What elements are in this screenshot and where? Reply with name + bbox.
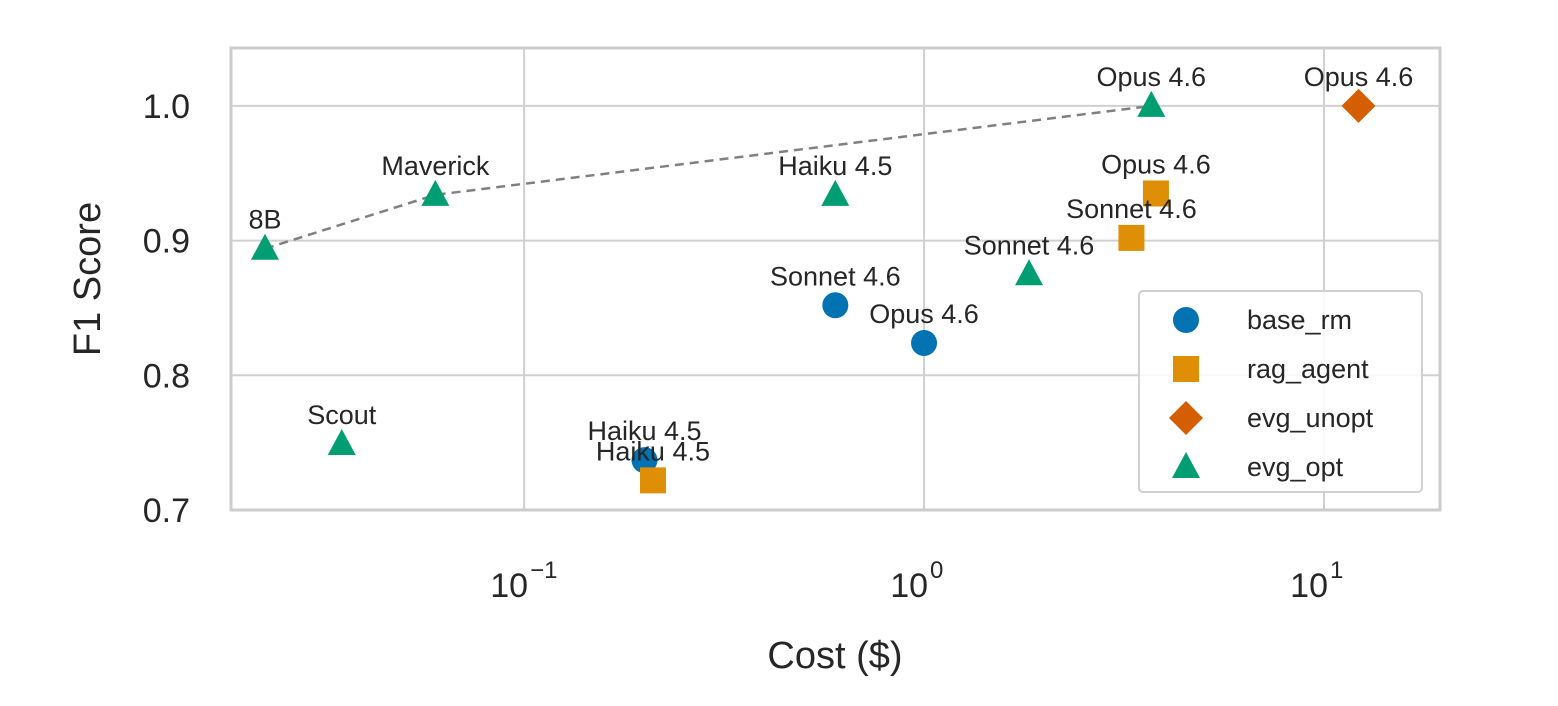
point-label: Scout xyxy=(307,400,377,430)
legend-marker-evg-opt xyxy=(1172,452,1200,478)
point-label: Opus 4.6 xyxy=(1101,149,1211,179)
evg-opt-point xyxy=(327,429,356,455)
point-label: Maverick xyxy=(381,151,490,181)
y-tick-label: 1.0 xyxy=(143,88,190,126)
y-tick-label: 0.9 xyxy=(143,223,190,261)
y-axis-ticks: 0.7 0.8 0.9 1.0 xyxy=(143,88,190,530)
legend-marker-base-rm xyxy=(1173,307,1199,333)
evg-opt-point xyxy=(1137,90,1166,117)
legend-label: base_rm xyxy=(1247,305,1352,335)
x-tick-exponent: 0 xyxy=(930,557,943,584)
x-tick-base: 10 xyxy=(490,567,528,605)
legend-label: rag_agent xyxy=(1247,354,1369,384)
point-label: Opus 4.6 xyxy=(869,299,979,329)
y-tick-label: 0.7 xyxy=(143,492,190,530)
evg-opt-point xyxy=(421,179,450,206)
base-rm-point xyxy=(822,292,849,319)
point-label: Haiku 4.5 xyxy=(778,151,892,181)
evg-opt-point xyxy=(821,179,850,206)
point-label: Opus 4.6 xyxy=(1097,62,1207,92)
legend-marker-rag-agent xyxy=(1173,356,1199,382)
x-tick-exponent: −1 xyxy=(530,557,557,584)
data-points xyxy=(251,88,1376,494)
point-label: Sonnet 4.6 xyxy=(964,230,1095,260)
x-tick-base: 10 xyxy=(890,567,928,605)
y-axis-label: F1 Score xyxy=(67,202,109,356)
x-tick-base: 10 xyxy=(1290,567,1328,605)
point-labels: Haiku 4.5 Sonnet 4.6 Opus 4.6 Haiku 4.5 Sonn… xyxy=(248,62,1413,466)
legend-label: evg_opt xyxy=(1247,452,1344,482)
rag-agent-point xyxy=(1142,180,1169,207)
point-label: Sonnet 4.6 xyxy=(1066,194,1197,224)
point-label: Opus 4.6 xyxy=(1304,62,1414,92)
legend-box xyxy=(1138,290,1423,493)
base-rm-point xyxy=(911,329,938,356)
rag-agent-point xyxy=(639,467,666,494)
evg-opt-point xyxy=(1015,259,1044,286)
evg-opt-point xyxy=(251,233,280,260)
legend: base_rm rag_agent evg_unopt evg_opt xyxy=(1138,290,1423,493)
x-axis-ticks: 10 −1 10 0 10 1 xyxy=(490,557,1343,605)
rag-agent-point xyxy=(1118,224,1145,251)
base-rm-point xyxy=(631,447,658,474)
plot-frame xyxy=(229,46,1442,512)
legend-marker-evg-unopt xyxy=(1169,401,1203,435)
point-label: Sonnet 4.6 xyxy=(770,261,901,291)
point-label: Haiku 4.5 xyxy=(596,436,710,466)
point-label: 8B xyxy=(248,205,281,235)
x-tick-exponent: 1 xyxy=(1330,557,1343,584)
evg-unopt-point xyxy=(1341,88,1376,123)
y-tick-label: 0.8 xyxy=(143,357,190,395)
legend-label: evg_unopt xyxy=(1247,403,1374,433)
x-axis-label: Cost ($) xyxy=(767,635,902,677)
point-label: Haiku 4.5 xyxy=(587,416,701,446)
